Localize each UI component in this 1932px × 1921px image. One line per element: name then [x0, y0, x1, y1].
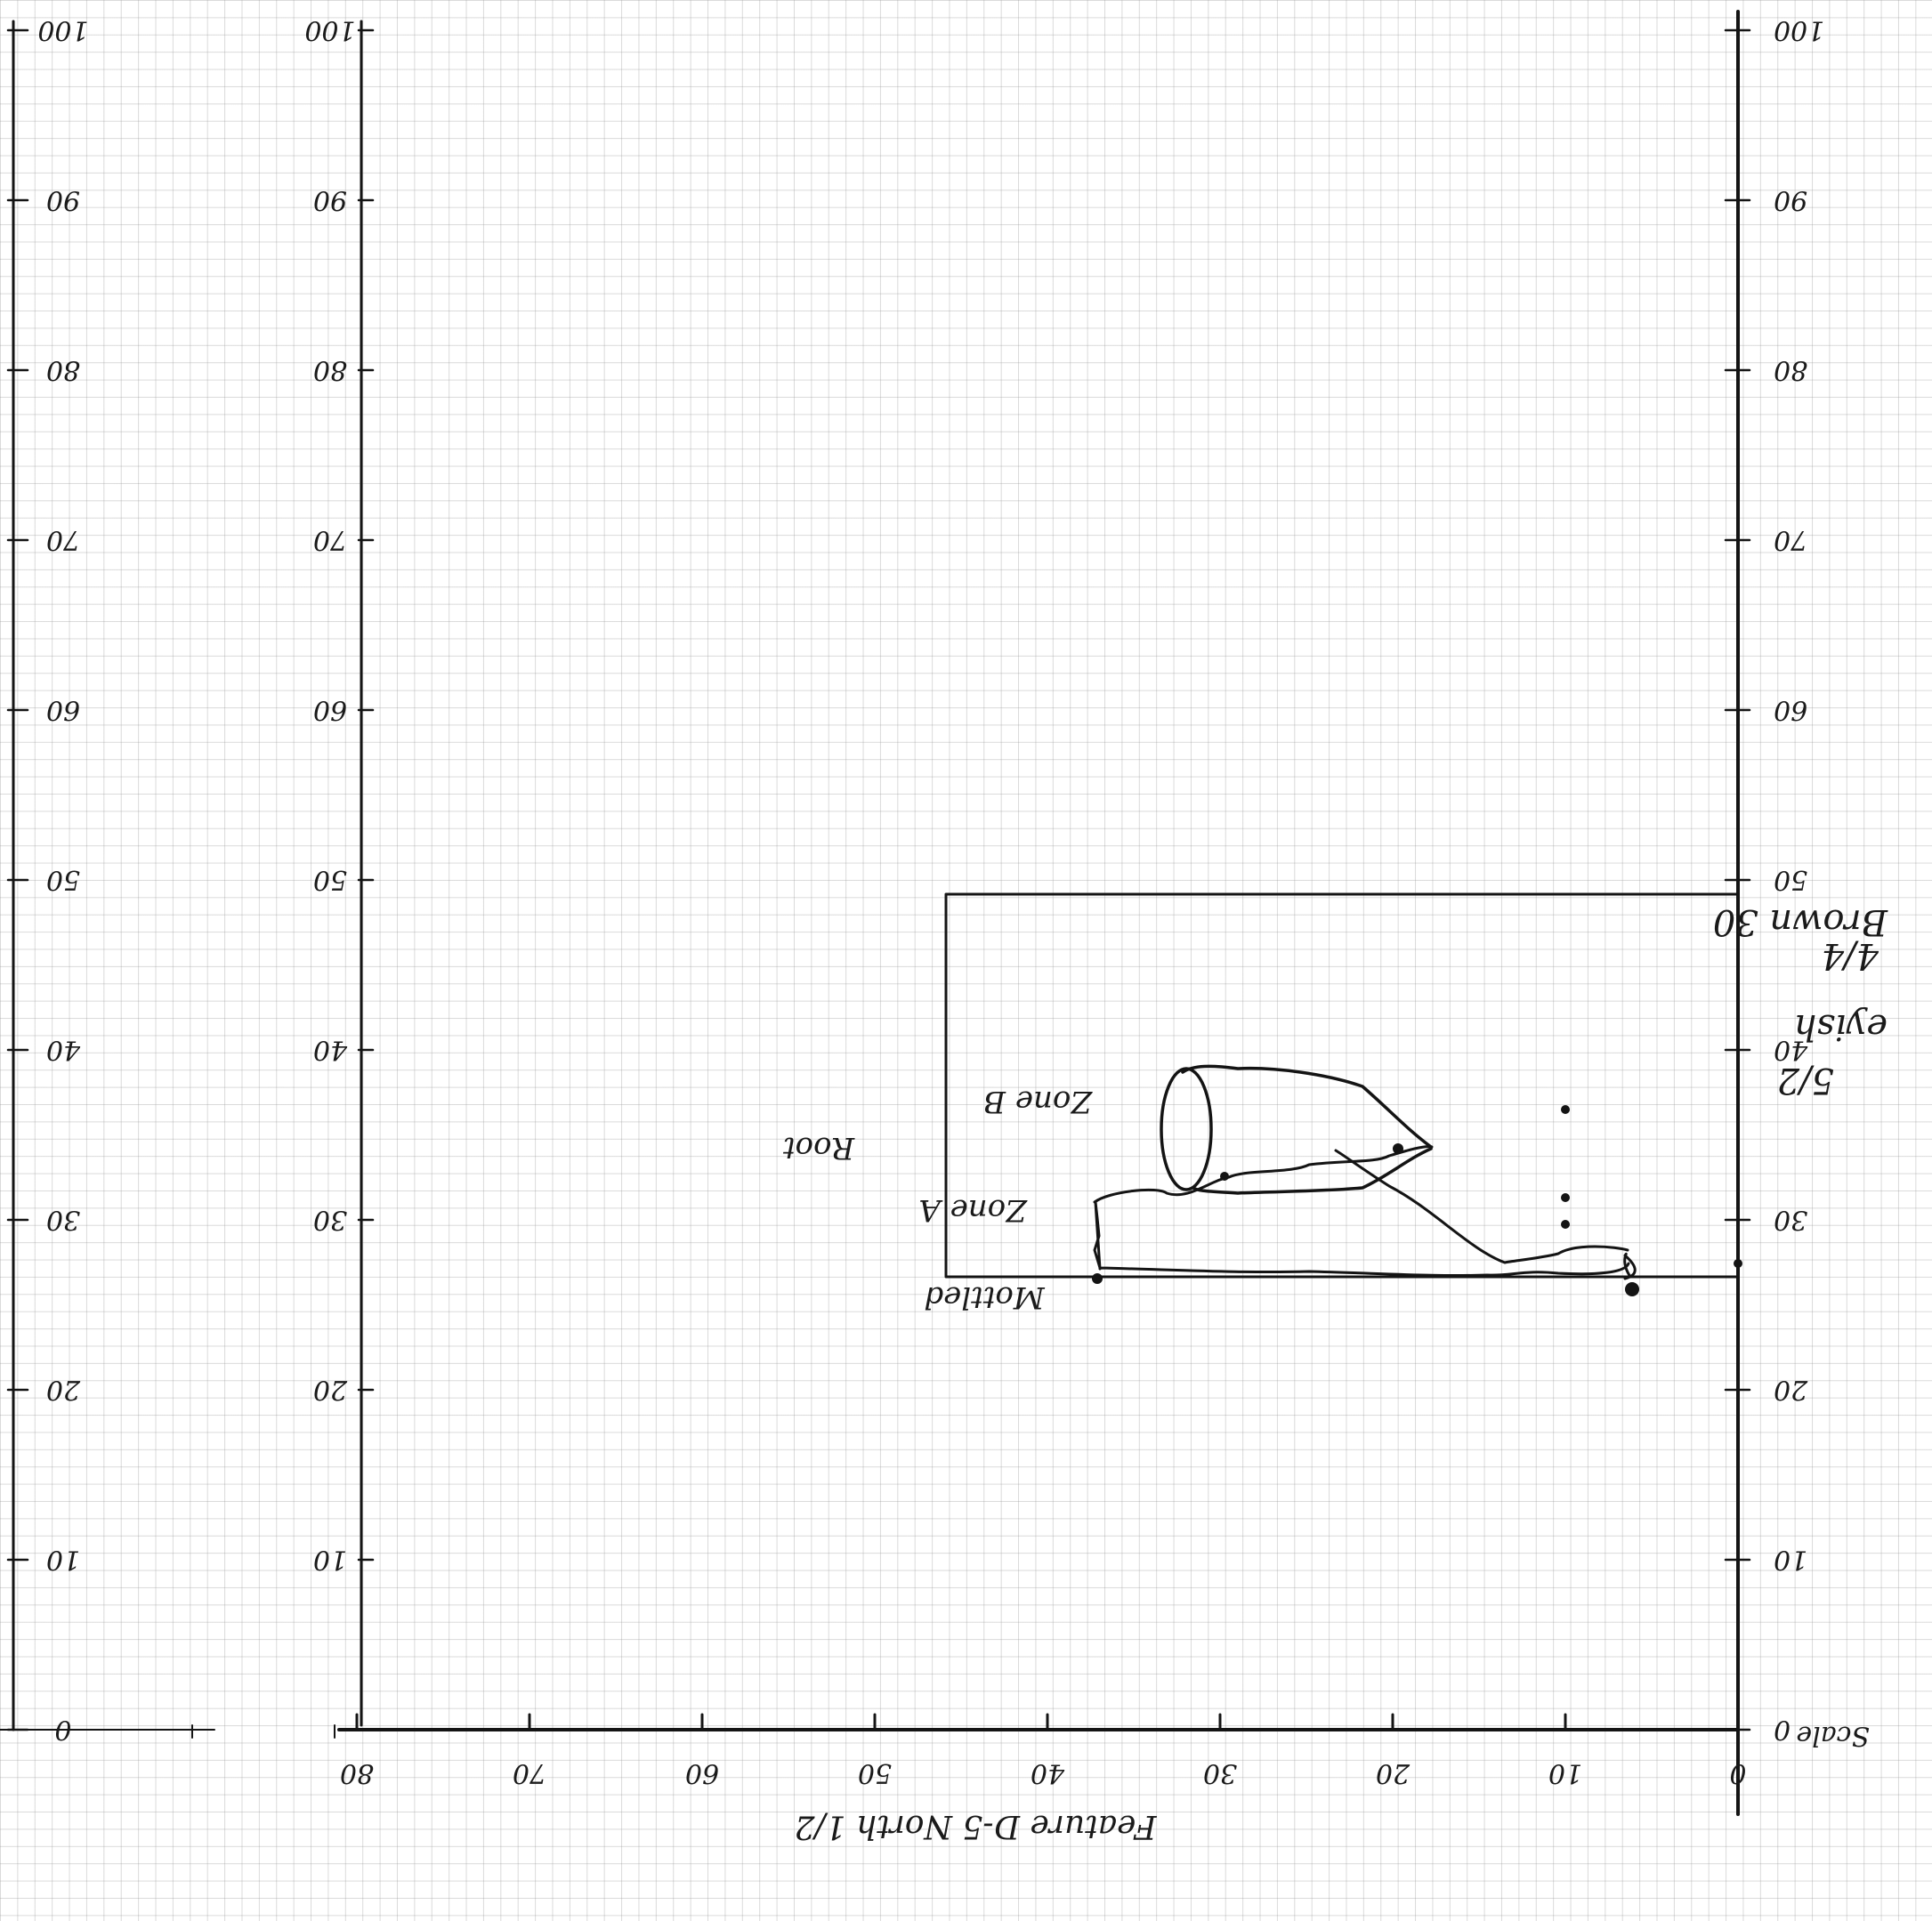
sheet-caption: Feature D-5 North 1/2	[795, 1808, 1158, 1844]
y-tick-label-left: 30	[46, 1204, 80, 1235]
y-tick-label-middle: 100	[304, 14, 355, 45]
y-tick-label-left: 100	[37, 14, 88, 45]
y-tick-label-right: 20	[1774, 1374, 1808, 1405]
profile-points	[1092, 1105, 1742, 1296]
y-tick-label-right: 60	[1774, 694, 1807, 725]
y-tick-label-left: 20	[46, 1374, 81, 1405]
y-tick-label-middle: 40	[313, 1034, 348, 1065]
x-tick-label: 40	[1031, 1757, 1065, 1788]
margin-note-munsell-value: 4/4	[1822, 935, 1879, 976]
root-lower-edge	[1192, 1147, 1433, 1195]
y-tick-label-right: 40	[1774, 1034, 1808, 1065]
mottled-label: Mottled	[924, 1279, 1045, 1315]
y-tick-label-middle: 80	[313, 354, 347, 385]
y-tick-label-middle: 60	[313, 694, 347, 725]
y-tick-label-right: 30	[1774, 1204, 1807, 1235]
y-tick-label-left: 60	[46, 694, 80, 725]
margin-note-munsell-chroma: 5/2	[1777, 1060, 1834, 1101]
x-tick-label: 10	[1548, 1757, 1582, 1788]
x-tick-label: 30	[1203, 1757, 1237, 1788]
root-upper-edge	[1181, 1064, 1433, 1149]
margin-note-greyish: eyish	[1794, 1006, 1888, 1047]
x-tick-label: 50	[858, 1757, 892, 1788]
zone-a-lower-edge	[1334, 1149, 1629, 1264]
margin-note-brown: Brown 30	[1713, 901, 1888, 942]
y-tick-label-left: 10	[46, 1544, 80, 1575]
y-tick-label-middle: 70	[313, 524, 347, 555]
y-tick-label-left: 70	[46, 524, 80, 555]
zone-b-label: Zone B	[983, 1084, 1093, 1119]
y-tick-label-right: 50	[1774, 864, 1807, 895]
y-tick-label-right: 90	[1774, 184, 1807, 215]
x-tick-label: 60	[685, 1757, 719, 1788]
root-label: Root	[783, 1130, 856, 1166]
y-tick-label-middle: 10	[313, 1544, 347, 1575]
y-tick-label-right: 10	[1774, 1544, 1807, 1575]
feature-profile	[1092, 1064, 1742, 1296]
zone-a-label: Zone A	[918, 1192, 1027, 1228]
y-tick-label-middle: 50	[313, 864, 347, 895]
root-end-cap	[1160, 1067, 1213, 1191]
x-tick-label: 70	[513, 1757, 546, 1788]
zone-a-outline	[1093, 1145, 1434, 1204]
y-tick-label-left: 90	[46, 184, 80, 215]
y-tick-label-left: 50	[46, 864, 80, 895]
x-tick-label: 80	[340, 1757, 374, 1788]
y-tick-label-left: 80	[46, 354, 80, 385]
scale-label: Scale	[1796, 1720, 1870, 1751]
labels: Zone B Zone A Root Mottled Feature D-5 N…	[783, 901, 1888, 1844]
mottled-outline	[1093, 1200, 1630, 1278]
y-tick-label-right: 80	[1774, 354, 1807, 385]
y-tick-label-right: 70	[1774, 524, 1807, 555]
y-tick-label-right: 100	[1774, 14, 1824, 45]
y-tick-label-left: 0	[54, 1714, 71, 1745]
y-tick-label-middle: 20	[313, 1374, 348, 1405]
y-tick-label-left: 40	[46, 1034, 81, 1065]
y-tick-label-middle: 30	[313, 1204, 347, 1235]
y-tick-label-middle: 90	[313, 184, 347, 215]
mottled-end-cap	[1623, 1252, 1637, 1280]
x-tick-label: 0	[1729, 1757, 1746, 1788]
y-tick-label-right: 0	[1774, 1714, 1791, 1745]
x-tick-label: 20	[1376, 1757, 1411, 1788]
zone-b-box	[944, 892, 1740, 1279]
